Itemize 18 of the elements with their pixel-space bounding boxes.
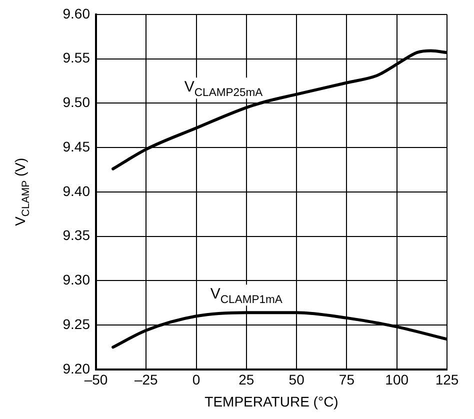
- y-tick-label: 9.50: [62, 94, 90, 110]
- x-tick-label: 50: [288, 372, 305, 388]
- x-tick-label: –25: [134, 372, 158, 388]
- x-tick-label: 25: [238, 372, 254, 388]
- y-tick-label: 9.60: [62, 5, 90, 22]
- x-tick-label: 125: [435, 372, 459, 388]
- y-tick-label: 9.45: [62, 138, 90, 154]
- y-tick-label: 9.40: [62, 182, 90, 199]
- y-axis-title: VCLAMP (V): [12, 158, 32, 226]
- y-tick-label: 9.55: [62, 50, 90, 66]
- y-tick-label: 9.20: [62, 360, 90, 376]
- x-tick-label: 100: [385, 372, 409, 388]
- y-tick-label: 9.30: [62, 272, 90, 288]
- y-tick-label: 9.35: [62, 227, 90, 244]
- x-tick-label: 0: [192, 372, 200, 388]
- y-tick-label: 9.25: [62, 316, 90, 332]
- x-tick-label: 75: [338, 372, 355, 388]
- x-axis-title: TEMPERATURE (°C): [204, 393, 338, 410]
